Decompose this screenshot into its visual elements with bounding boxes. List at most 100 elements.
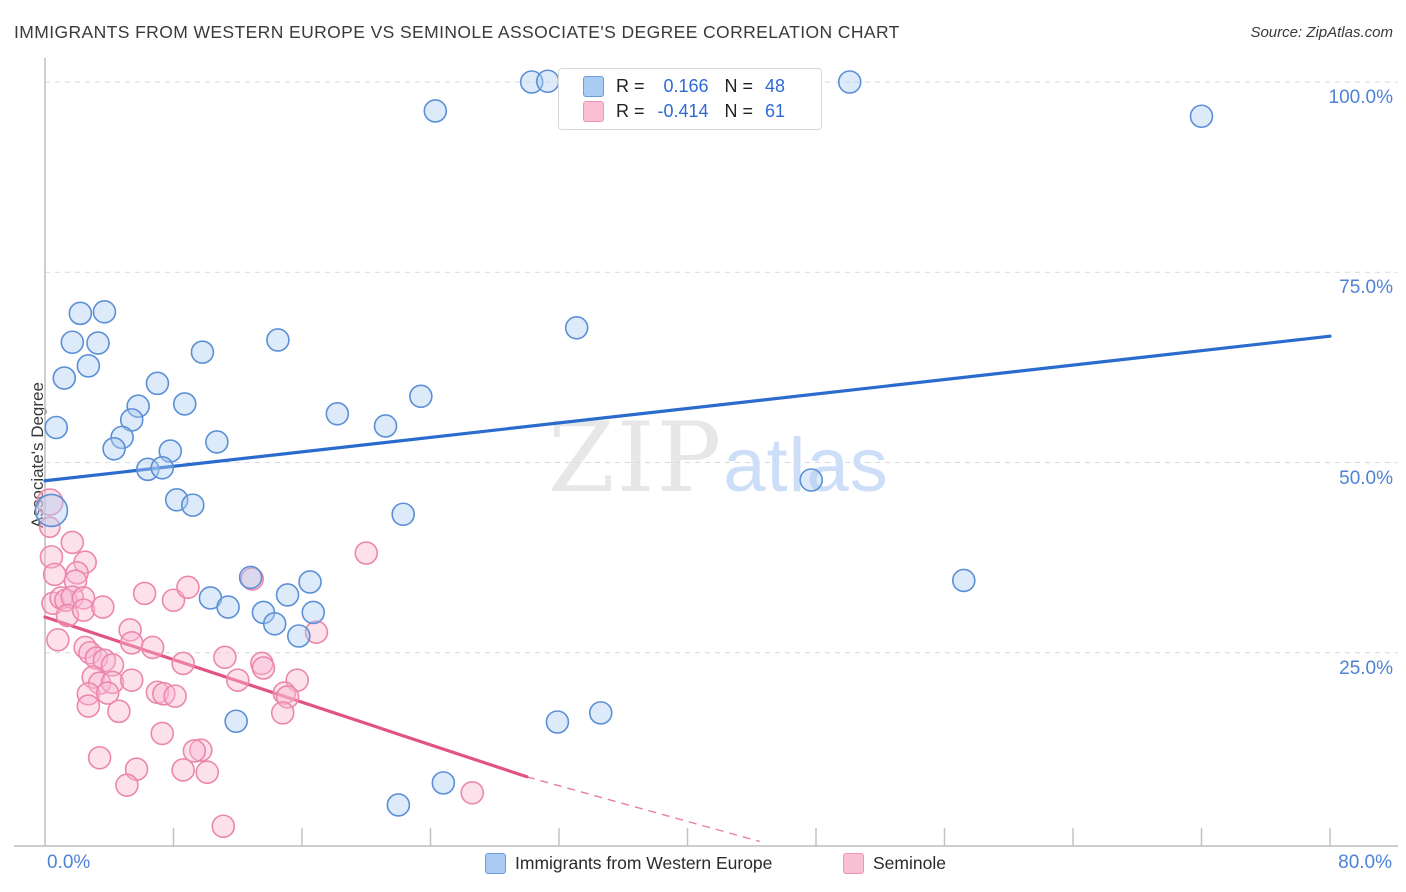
data-point-immigrants[interactable] (224, 709, 248, 734)
data-point-seminole[interactable] (132, 581, 157, 606)
data-point-immigrants[interactable] (238, 565, 263, 590)
data-point-seminole[interactable] (304, 620, 329, 645)
data-point-seminole[interactable] (39, 545, 64, 569)
data-point-seminole[interactable] (107, 699, 131, 724)
data-point-immigrants[interactable] (190, 340, 215, 364)
data-point-immigrants[interactable] (44, 415, 69, 440)
data-point-immigrants[interactable] (145, 371, 170, 396)
r-value-pink: -0.414 (657, 101, 709, 121)
data-point-immigrants[interactable] (564, 316, 589, 340)
trendline-blue (43, 334, 1332, 483)
blue-series-swatch (485, 853, 506, 874)
data-point-immigrants[interactable] (373, 414, 398, 438)
data-point-immigrants[interactable] (409, 384, 433, 409)
data-point-immigrants[interactable] (431, 771, 456, 795)
data-point-seminole[interactable] (60, 530, 85, 555)
data-point-seminole[interactable] (171, 758, 195, 782)
data-point-seminole[interactable] (182, 739, 207, 763)
legend-label-immigrants: Immigrants from Western Europe (515, 853, 773, 873)
correlation-legend: R = 0.166 N = 48 R = -0.414 N = 61 (558, 68, 822, 130)
data-point-seminole[interactable] (76, 694, 101, 718)
data-point-seminole[interactable] (240, 567, 265, 591)
data-point-immigrants[interactable] (76, 354, 101, 378)
trendline-pink-extrapolated (526, 776, 760, 843)
data-point-seminole[interactable] (270, 701, 295, 725)
page-title: IMMIGRANTS FROM WESTERN EUROPE VS SEMINO… (14, 22, 900, 42)
data-point-seminole[interactable] (189, 738, 213, 762)
data-point-immigrants[interactable] (799, 468, 823, 492)
data-point-immigrants[interactable] (275, 583, 300, 607)
data-point-seminole[interactable] (211, 814, 236, 839)
data-point-immigrants[interactable] (298, 570, 322, 594)
source-attribution: Source: ZipAtlas.com (1250, 24, 1393, 41)
data-point-immigrants[interactable] (172, 392, 197, 416)
n-value-pink: 61 (765, 101, 786, 121)
data-point-seminole[interactable] (251, 656, 276, 680)
data-point-immigrants[interactable] (1189, 104, 1214, 129)
series-legend: Immigrants from Western Europe Seminole (0, 853, 1406, 883)
data-point-seminole[interactable] (71, 586, 96, 610)
data-point-seminole[interactable] (171, 651, 195, 676)
data-point-seminole[interactable] (76, 682, 101, 706)
data-point-seminole[interactable] (39, 516, 61, 538)
data-point-immigrants[interactable] (837, 70, 862, 94)
watermark-atlas: atlas (723, 423, 889, 508)
data-point-immigrants[interactable] (545, 710, 570, 734)
data-point-immigrants[interactable] (68, 301, 93, 326)
legend-label-seminole: Seminole (873, 853, 946, 873)
data-point-seminole[interactable] (354, 541, 379, 565)
data-point-immigrants[interactable] (205, 430, 229, 454)
data-point-immigrants[interactable] (286, 624, 311, 648)
data-point-immigrants[interactable] (386, 793, 411, 817)
y-tick-label-100: 100.0% (1328, 87, 1393, 108)
data-point-immigrants[interactable] (126, 394, 150, 418)
data-point-immigrants[interactable] (216, 595, 240, 619)
data-point-immigrants[interactable] (92, 300, 117, 324)
data-point-immigrants[interactable] (150, 456, 175, 480)
r-value-blue: 0.166 (663, 76, 709, 96)
data-point-immigrants[interactable] (34, 493, 69, 528)
data-point-immigrants[interactable] (535, 69, 560, 94)
data-point-immigrants[interactable] (102, 437, 126, 461)
data-point-immigrants[interactable] (262, 612, 287, 636)
legend-row-pink: R = -0.414 N = 61 (583, 100, 811, 124)
data-point-seminole[interactable] (119, 668, 144, 692)
data-point-immigrants[interactable] (391, 502, 415, 527)
blue-series-swatch (583, 76, 604, 97)
data-point-seminole[interactable] (95, 681, 120, 705)
data-point-seminole[interactable] (115, 773, 139, 797)
data-point-seminole[interactable] (119, 631, 144, 655)
data-point-seminole[interactable] (46, 628, 70, 652)
x-axis-max-label: 80.0% (1338, 852, 1392, 873)
data-point-seminole[interactable] (65, 561, 89, 585)
data-point-immigrants[interactable] (180, 493, 205, 517)
data-point-immigrants[interactable] (423, 99, 448, 123)
data-point-immigrants[interactable] (60, 330, 85, 355)
data-point-immigrants[interactable] (588, 701, 613, 725)
data-point-seminole[interactable] (91, 595, 115, 619)
data-point-immigrants[interactable] (325, 401, 350, 426)
data-point-immigrants[interactable] (951, 568, 976, 593)
data-point-seminole[interactable] (87, 745, 112, 770)
data-point-seminole[interactable] (71, 598, 96, 622)
legend-item-seminole: Seminole (843, 853, 946, 874)
data-point-seminole[interactable] (225, 668, 250, 692)
data-point-immigrants[interactable] (301, 600, 326, 625)
data-point-seminole[interactable] (195, 760, 220, 785)
legend-item-immigrants: Immigrants from Western Europe (485, 853, 772, 874)
data-point-seminole[interactable] (272, 681, 297, 705)
pink-series-swatch (843, 853, 864, 874)
data-point-seminole[interactable] (150, 721, 175, 746)
data-point-seminole[interactable] (460, 780, 485, 805)
data-point-seminole[interactable] (176, 575, 200, 600)
data-point-immigrants[interactable] (52, 366, 77, 390)
data-point-seminole[interactable] (140, 635, 165, 660)
data-point-seminole[interactable] (42, 562, 67, 587)
data-point-immigrants[interactable] (86, 331, 110, 355)
data-point-seminole[interactable] (163, 684, 187, 708)
data-point-immigrants[interactable] (266, 328, 290, 352)
data-point-seminole[interactable] (100, 653, 125, 677)
data-point-seminole[interactable] (213, 645, 237, 670)
pink-series-swatch (583, 101, 604, 122)
